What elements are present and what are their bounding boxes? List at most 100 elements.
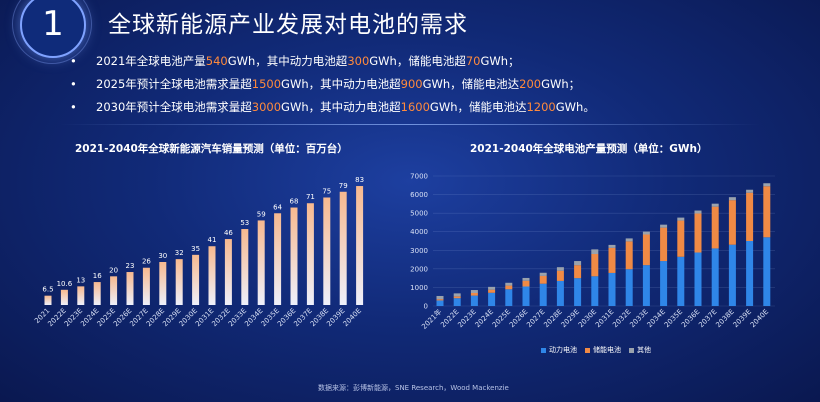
battery-bar-storage	[539, 275, 547, 284]
ev-sales-value-label: 75	[322, 188, 331, 196]
legend-swatch-other	[629, 347, 634, 353]
battery-x-tick: 2023E	[456, 308, 477, 329]
battery-bar-storage	[711, 206, 719, 249]
ev-sales-value-label: 20	[109, 266, 118, 274]
battery-bar-other	[556, 267, 564, 271]
ev-sales-value-label: 35	[191, 245, 200, 253]
ev-sales-value-label: 26	[142, 258, 151, 266]
battery-bar-other	[625, 238, 633, 242]
bullet-highlight: 900	[400, 77, 423, 91]
bullet-text: 2021年全球电池产量	[96, 54, 206, 68]
battery-bar-power	[470, 295, 478, 306]
bullet-text: 2030年预计全球电池需求量超	[96, 100, 252, 114]
bullet-text: GWh，储能电池达	[422, 77, 520, 91]
battery-bar-power	[660, 261, 668, 306]
bullet-item: • 2025年预计全球电池需求量超1500GWh，其中动力电池超900GWh，储能…	[70, 73, 595, 96]
bullet-highlight: 1500	[251, 77, 282, 91]
battery-bar-storage	[574, 265, 582, 279]
battery-x-tick: 2024E	[474, 308, 495, 329]
ev-sales-x-tick: 2027E	[128, 307, 149, 328]
ev-sales-bar	[208, 246, 216, 305]
bullet-highlight: 3000	[251, 100, 282, 114]
ev-sales-value-label: 41	[208, 236, 217, 244]
ev-sales-value-label: 83	[355, 176, 364, 184]
bullet-marker: •	[70, 100, 77, 114]
ev-sales-x-tick: 2039E	[325, 307, 346, 328]
ev-sales-x-tick: 2034E	[243, 307, 264, 328]
ev-sales-value-label: 64	[273, 203, 282, 211]
ev-sales-bar	[93, 282, 101, 305]
legend-label-power: 动力电池	[549, 346, 577, 354]
ev-sales-x-tick: 2033E	[227, 307, 248, 328]
battery-output-chart-title: 2021-2040年全球电池产量预测（单位：GWh）	[470, 143, 708, 155]
ev-sales-bar	[257, 220, 265, 305]
ev-sales-bar	[323, 197, 331, 305]
battery-bar-other	[746, 189, 754, 193]
ev-sales-value-label: 10.6	[57, 280, 73, 288]
ev-sales-x-tick: 2038E	[309, 307, 330, 328]
battery-bar-power	[711, 248, 719, 306]
ev-sales-x-tick: 2023E	[63, 307, 84, 328]
battery-bar-other	[488, 286, 496, 290]
ev-sales-x-tick: 2036E	[276, 307, 297, 328]
battery-bar-storage	[746, 192, 754, 241]
battery-x-tick: 2022E	[439, 308, 460, 329]
ev-sales-value-label: 6.5	[42, 286, 53, 294]
bullet-marker: •	[70, 77, 77, 91]
battery-bar-power	[505, 289, 513, 306]
battery-bar-other	[436, 295, 444, 300]
battery-bar-power	[763, 237, 771, 306]
ev-sales-value-label: 71	[306, 193, 315, 201]
battery-y-tick: 7000	[410, 173, 428, 181]
ev-sales-bar	[224, 239, 232, 305]
battery-bar-storage	[470, 293, 478, 296]
ev-sales-x-tick: 2030E	[178, 307, 199, 328]
battery-bar-power	[522, 286, 530, 306]
ev-sales-bar	[44, 295, 52, 305]
battery-bar-other	[453, 293, 461, 297]
battery-y-tick: 6000	[410, 191, 428, 199]
battery-x-tick: 2035E	[663, 308, 684, 329]
battery-bar-power	[556, 280, 564, 306]
battery-bar-other	[470, 290, 478, 293]
battery-bar-power	[488, 292, 496, 306]
battery-bar-power	[694, 252, 702, 306]
ev-sales-x-tick: 2021	[33, 307, 51, 325]
ev-sales-value-label: 13	[76, 276, 85, 284]
ev-sales-value-label: 16	[93, 272, 102, 280]
bullet-highlight: 1600	[400, 100, 430, 114]
battery-y-tick: 2000	[410, 265, 428, 273]
battery-bar-storage	[436, 299, 444, 301]
ev-sales-x-tick: 2025E	[96, 307, 117, 328]
battery-bar-storage	[556, 270, 564, 281]
legend-item-power: 动力电池	[541, 345, 577, 355]
ev-sales-value-label: 79	[339, 182, 348, 190]
battery-bar-storage	[522, 280, 530, 287]
battery-bar-other	[574, 261, 582, 266]
battery-x-tick: 2026E	[508, 308, 529, 329]
battery-bar-other	[694, 210, 702, 214]
battery-x-tick: 2034E	[646, 308, 667, 329]
battery-x-tick: 2032E	[611, 308, 632, 329]
battery-bar-other	[660, 224, 668, 228]
section-number-badge: 1	[20, 0, 86, 58]
ev-sales-x-tick: 2035E	[260, 307, 281, 328]
battery-x-tick: 2037E	[697, 308, 718, 329]
ev-sales-value-label: 32	[175, 249, 184, 257]
battery-bar-other	[505, 282, 513, 286]
bullet-highlight: 1200	[526, 100, 556, 114]
battery-bar-other	[677, 217, 685, 221]
ev-sales-bar	[175, 259, 183, 305]
battery-bar-power	[608, 272, 616, 306]
ev-sales-bar	[77, 286, 85, 305]
ev-sales-bar	[306, 203, 314, 305]
battery-x-tick: 2039E	[732, 308, 753, 329]
ev-sales-bar	[339, 191, 347, 305]
bullet-text: GWh，其中动力电池超	[281, 100, 401, 114]
battery-bar-power	[728, 244, 736, 306]
battery-bar-other	[642, 231, 650, 235]
ev-sales-x-tick: 2032E	[210, 307, 231, 328]
battery-bar-other	[711, 203, 719, 207]
ev-sales-bar	[274, 213, 282, 305]
ev-sales-bar	[126, 272, 134, 305]
